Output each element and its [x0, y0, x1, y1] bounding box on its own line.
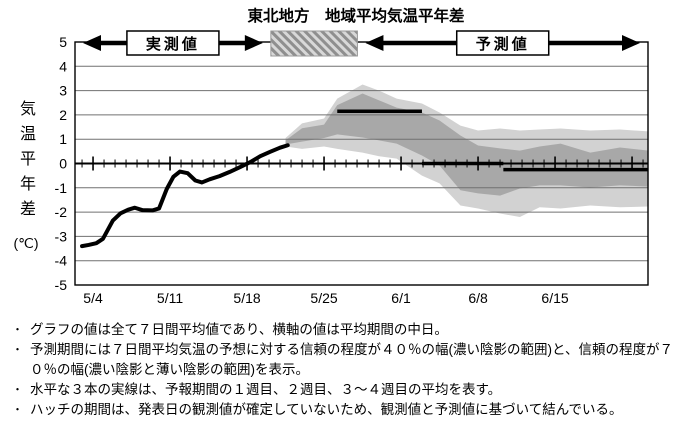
svg-text:6/1: 6/1 — [391, 290, 411, 306]
svg-text:5/18: 5/18 — [233, 290, 260, 306]
temperature-anomaly-chart: 5 4 3 2 1 0 -1 -2 -3 -4 -5 気温平年差 (℃) 5/4 5/11 5/18 5/25 6… — [13, 6, 649, 306]
svg-text:-3: -3 — [55, 228, 68, 244]
note-line: ・ハッチの期間は、発表日の観測値が確定していないため、観測値と予測値に基づいて結… — [8, 400, 696, 420]
svg-text:年: 年 — [20, 175, 36, 193]
svg-text:5/25: 5/25 — [310, 290, 337, 306]
arrowhead-right-icon — [244, 35, 263, 51]
svg-text:4: 4 — [59, 58, 67, 74]
svg-text:-5: -5 — [55, 277, 68, 293]
svg-text:1: 1 — [59, 131, 67, 147]
forecast-period-arrow: 予測値 — [365, 30, 640, 56]
svg-text:0: 0 — [59, 156, 67, 172]
svg-text:-2: -2 — [55, 204, 68, 220]
svg-text:5/4: 5/4 — [83, 290, 103, 306]
chart-title: 東北地方 地域平均気温平年差 — [247, 6, 464, 25]
svg-text:5: 5 — [59, 34, 67, 50]
period-label-box — [455, 30, 550, 56]
gridlines — [75, 65, 648, 262]
bullet-icon: ・ — [12, 384, 23, 396]
plot-frame — [74, 41, 649, 286]
svg-text:6/8: 6/8 — [468, 290, 488, 306]
note-line: ・水平な３本の実線は、予報期間の１週目、２週目、３～４週目の平均を表す。 — [8, 380, 696, 400]
bullet-icon: ・ — [12, 324, 23, 336]
svg-text:6/15: 6/15 — [541, 290, 568, 306]
hatch-period-marker — [270, 30, 358, 57]
arrowhead-left-icon — [365, 35, 384, 51]
period-label-box — [126, 30, 220, 56]
observed-temperature-line — [80, 143, 290, 249]
arrowhead-right-icon — [622, 35, 640, 51]
chart-notes: ・グラフの値は全て７日間平均値であり、横軸の値は平均期間の中日。 ・予測期間には… — [0, 320, 700, 420]
note-line: ・予測期間には７日間平均気温の予想に対する信頼の程度が４０％の幅(濃い陰影の範囲… — [8, 340, 696, 380]
y-axis-tick-labels: 5 4 3 2 1 0 -1 -2 -3 -4 -5 — [55, 34, 68, 293]
week-average-lines — [337, 109, 648, 172]
svg-text:東北地方 地域平均気温平年差: 東北地方 地域平均気温平年差 — [247, 6, 464, 25]
note-text-1: グラフの値は全て７日間平均値であり、横軸の値は平均期間の中日。 — [30, 322, 448, 337]
forecast-confidence-bands — [285, 84, 649, 217]
note-text-4: ハッチの期間は、発表日の観測値が確定していないため、観測値と予測値に基づいて結ん… — [30, 402, 623, 417]
arrowhead-left-icon — [83, 35, 101, 51]
svg-text:実測値: 実測値 — [146, 35, 200, 53]
note-line: ・グラフの値は全て７日間平均値であり、横軸の値は平均期間の中日。 — [8, 320, 696, 340]
date-axis-zero-line — [75, 156, 648, 171]
bullet-icon: ・ — [12, 404, 23, 416]
svg-text:(℃): (℃) — [13, 235, 38, 251]
x-axis-tick-labels: 5/4 5/11 5/18 5/25 6/1 6/8 6/15 — [83, 290, 569, 306]
svg-text:3: 3 — [59, 83, 67, 99]
y-axis-title: 気温平年差 (℃) — [13, 100, 38, 251]
svg-text:5/11: 5/11 — [157, 290, 183, 306]
observed-series — [80, 143, 290, 249]
svg-text:-4: -4 — [55, 253, 68, 269]
note-text-3: 水平な３本の実線は、予報期間の１週目、２週目、３～４週目の平均を表す。 — [30, 382, 502, 397]
observed-period-arrow: 実測値 — [83, 30, 263, 56]
svg-text:-1: -1 — [55, 180, 68, 196]
svg-text:温: 温 — [20, 125, 36, 143]
note-text-2: 予測期間には７日間平均気温の予想に対する信頼の程度が４０％の幅(濃い陰影の範囲)… — [30, 342, 673, 377]
svg-text:平: 平 — [20, 151, 36, 168]
hatch-period — [270, 30, 358, 57]
svg-text:差: 差 — [20, 200, 36, 218]
bullet-icon: ・ — [12, 344, 23, 356]
svg-text:予測値: 予測値 — [476, 35, 530, 53]
svg-text:気: 気 — [20, 100, 36, 118]
svg-text:2: 2 — [59, 107, 67, 123]
